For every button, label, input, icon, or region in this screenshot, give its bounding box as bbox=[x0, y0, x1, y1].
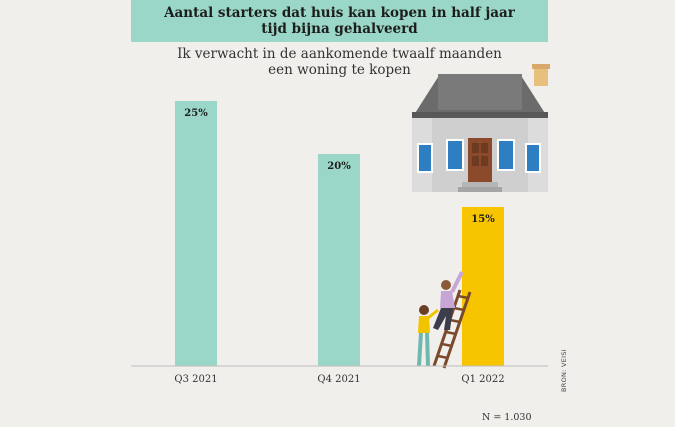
value-label-0: 25% bbox=[184, 108, 208, 119]
source-label: BRON: VEISI bbox=[560, 348, 568, 392]
bar-0 bbox=[175, 101, 217, 366]
bar-1 bbox=[318, 154, 360, 366]
x-tick-label-1: Q4 2021 bbox=[317, 374, 360, 385]
sample-size-note: N = 1.030 bbox=[482, 412, 532, 423]
value-label-1: 20% bbox=[327, 161, 351, 172]
house-illustration bbox=[412, 64, 550, 192]
value-labels: 25% 20% 15% bbox=[184, 108, 495, 225]
chart-title: Aantal starters dat huis kan kopen in ha… bbox=[164, 5, 515, 37]
chart-subtitle: Ik verwacht in de aankomende twaalf maan… bbox=[131, 46, 548, 78]
title-banner: Aantal starters dat huis kan kopen in ha… bbox=[131, 0, 548, 42]
people-climbing-ladder-illustration bbox=[417, 271, 472, 369]
bars bbox=[175, 101, 504, 366]
x-tick-labels: Q3 2021 Q4 2021 Q1 2022 bbox=[174, 374, 504, 385]
bar-2 bbox=[462, 207, 504, 366]
subtitle-line-2: een woning te kopen bbox=[268, 62, 411, 78]
subtitle-line-1: Ik verwacht in de aankomende twaalf maan… bbox=[177, 46, 502, 62]
x-tick-label-2: Q1 2022 bbox=[461, 374, 504, 385]
x-tick-label-0: Q3 2021 bbox=[174, 374, 217, 385]
value-label-2: 15% bbox=[471, 214, 495, 225]
